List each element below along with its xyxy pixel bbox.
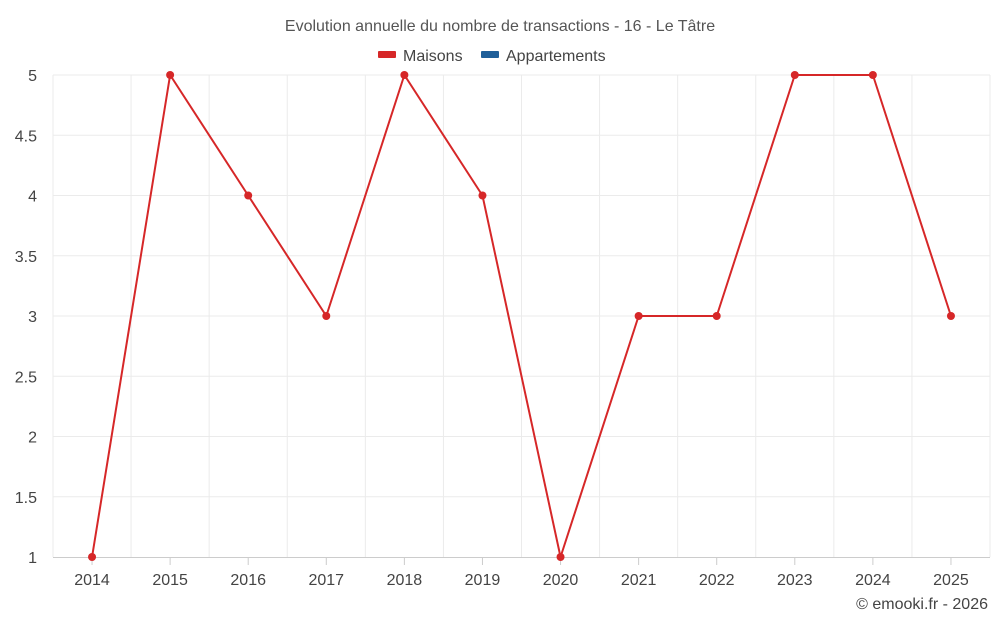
data-point-maisons[interactable] [946,312,955,320]
y-tick-label: 4 [28,189,37,206]
data-point-maisons[interactable] [868,71,877,79]
legend-item-appartements[interactable]: Appartements [481,48,606,65]
data-point-maisons[interactable] [556,553,565,561]
x-tick-label: 2014 [74,572,110,589]
data-point-maisons[interactable] [244,191,253,200]
series-line-maisons [91,74,952,558]
legend-label-appartements: Appartements [506,48,606,65]
y-axis: 1 1.5 2 2.5 3 3.5 4 4.5 5 [15,68,37,567]
x-tick-label: 2023 [777,572,813,589]
x-tick-label: 2020 [543,572,579,589]
data-point-maisons[interactable] [88,553,97,561]
data-point-maisons[interactable] [400,71,409,79]
legend-swatch-maisons [378,51,396,58]
legend: Maisons Appartements [378,48,606,65]
data-point-maisons[interactable] [790,71,799,79]
y-tick-label: 3.5 [15,249,37,266]
data-point-maisons[interactable] [166,71,175,79]
data-point-maisons[interactable] [634,312,643,320]
x-tick-label: 2015 [152,572,188,589]
y-tick-label: 5 [28,68,37,85]
y-tick-label: 2 [28,430,37,447]
legend-swatch-appartements [481,51,499,58]
gridlines [52,74,991,557]
data-point-maisons[interactable] [478,191,487,200]
x-tick-label: 2021 [621,572,657,589]
x-tick-label: 2024 [855,572,891,589]
chart-title: Evolution annuelle du nombre de transact… [285,18,715,35]
data-point-maisons[interactable] [712,312,721,320]
x-tick-label: 2018 [387,572,423,589]
y-tick-label: 2.5 [15,369,37,386]
series-group [88,71,955,561]
x-axis: 2014 2015 2016 2017 2018 2019 2020 2021 2022 2023… [53,557,990,589]
y-tick-label: 3 [28,309,37,326]
credit-text: © emooki.fr - 2026 [856,596,988,613]
legend-item-maisons[interactable]: Maisons [378,48,463,65]
data-point-maisons[interactable] [322,312,331,320]
y-tick-label: 4.5 [15,128,37,145]
x-tick-label: 2022 [699,572,735,589]
x-tick-label: 2016 [230,572,266,589]
x-tick-label: 2019 [465,572,501,589]
x-tick-label: 2025 [933,572,969,589]
y-tick-label: 1.5 [15,490,37,507]
x-tick-label: 2017 [308,572,344,589]
y-tick-label: 1 [28,550,37,567]
legend-label-maisons: Maisons [403,48,463,65]
